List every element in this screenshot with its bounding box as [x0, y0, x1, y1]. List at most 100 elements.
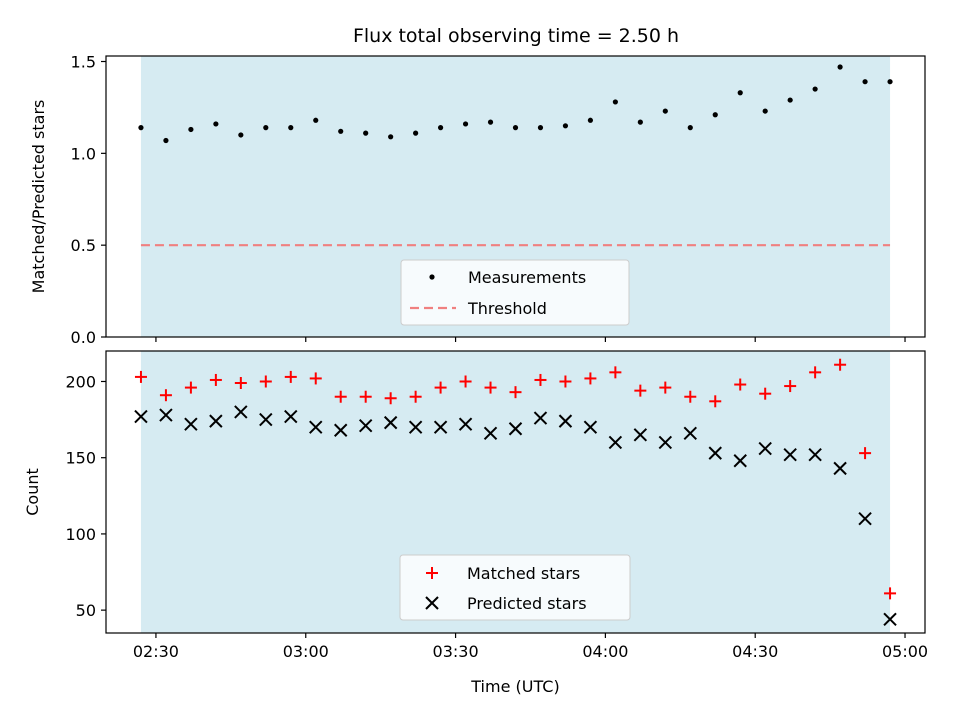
predicted-star-point: [184, 417, 198, 431]
legend-predicted-marker: [425, 596, 439, 610]
bottom-axes-frame: [105, 350, 926, 634]
matched-star-point: [559, 375, 572, 388]
measurement-point: [462, 121, 469, 127]
predicted-star-point: [408, 420, 423, 434]
predicted-star-point: [383, 415, 398, 430]
bottom-legend: Matched stars Predicted stars: [399, 554, 631, 621]
measurement-point: [437, 125, 444, 131]
matched-star-point: [809, 366, 822, 379]
predicted-star-point: [733, 454, 747, 468]
bottom-x-tick-label: 03:00: [283, 642, 329, 661]
predicted-star-point: [309, 420, 323, 434]
predicted-star-point: [358, 418, 373, 433]
predicted-star-point: [708, 446, 722, 460]
measurement-point: [737, 90, 743, 96]
matched-star-point: [259, 375, 272, 388]
measurement-point: [562, 123, 569, 129]
matched-star-point: [234, 377, 247, 390]
bottom-x-ticks: 02:30 03:00 03:30 04:00 04:30 05:00: [133, 633, 928, 661]
predicted-star-point: [284, 409, 298, 424]
measurement-point: [762, 108, 768, 114]
measurement-point: [313, 117, 319, 123]
predicted-star-point: [234, 405, 248, 419]
predicted-star-point: [783, 447, 797, 462]
measurement-point: [363, 130, 369, 136]
measurement-point: [837, 64, 843, 70]
predicted-star-point: [508, 422, 523, 436]
top-legend: Measurements Threshold: [400, 259, 630, 326]
measurement-point: [887, 79, 893, 85]
matched-star-point: [209, 373, 222, 386]
measurement-point: [612, 99, 618, 105]
matched-star-point: [709, 395, 722, 408]
predicted-star-point: [558, 414, 573, 428]
matched-star-point: [684, 390, 697, 403]
predicted-star-point: [483, 426, 498, 441]
legend-matched-label: Matched stars: [467, 564, 580, 583]
matched-star-point: [534, 373, 547, 386]
measurement-point: [213, 121, 219, 127]
predicted-star-point: [833, 461, 847, 476]
bottom-y-tick-label: 50: [76, 601, 96, 620]
matched-star-point: [334, 390, 347, 403]
matched-star-point: [159, 389, 172, 402]
matched-star-point: [309, 372, 322, 385]
bottom-y-tick-label: 150: [65, 449, 96, 468]
bottom-y-tick-label: 100: [65, 525, 96, 544]
matched-star-point: [359, 390, 372, 403]
matched-star-point: [609, 366, 622, 379]
measurement-point: [338, 128, 344, 134]
predicted-star-point: [808, 447, 822, 462]
matched-star-point: [584, 372, 597, 385]
measurement-point: [512, 125, 519, 131]
matched-star-point: [859, 447, 872, 460]
legend-matched-marker: [426, 567, 438, 579]
bottom-x-tick-label: 04:00: [582, 642, 628, 661]
predicted-star-point: [583, 420, 598, 434]
predicted-star-point: [433, 420, 448, 434]
top-y-tick-label: 0.5: [71, 236, 96, 255]
measurement-point: [263, 125, 269, 131]
bottom-x-tick-label: 05:00: [882, 642, 928, 661]
matched-star-point: [284, 370, 297, 383]
chart-title: Flux total observing time = 2.50 h: [353, 25, 679, 47]
predicted-star-point: [458, 417, 473, 431]
measurement-point: [188, 126, 194, 133]
measurement-point: [288, 125, 294, 131]
bottom-legend-box: [399, 554, 631, 621]
measurement-point: [637, 119, 643, 125]
matched-star-point: [184, 381, 197, 394]
predicted-star-point: [608, 435, 623, 450]
measurement-point: [687, 125, 693, 131]
measurement-point: [388, 134, 394, 140]
bottom-x-tick-label: 02:30: [133, 642, 179, 661]
bottom-y-tick-label: 200: [65, 372, 96, 391]
predicted-star-point: [259, 412, 273, 427]
matched-star-point: [759, 387, 772, 400]
matched-star-point: [634, 384, 647, 397]
matched-star-point: [734, 378, 747, 391]
top-x-ticks: [155, 337, 906, 342]
predicted-star-point: [633, 428, 648, 442]
measurement-points: [138, 64, 893, 144]
measurement-point: [238, 132, 244, 138]
predicted-star-point: [858, 511, 872, 526]
top-y-ticks: 0.0 0.5 1.0 1.5: [71, 53, 106, 347]
matched-star-point: [484, 381, 497, 394]
legend-measurements-label: Measurements: [468, 268, 586, 287]
matched-star-point: [384, 392, 397, 405]
top-y-tick-label: 0.0: [71, 328, 96, 347]
measurement-point: [662, 108, 668, 114]
predicted-star-point: [334, 423, 348, 437]
top-y-axis-label: Matched/Predicted stars: [29, 100, 48, 294]
top-y-tick-label: 1.0: [71, 144, 96, 163]
predicted-star-point: [134, 409, 148, 424]
measurement-point: [163, 137, 169, 144]
measurement-point: [712, 112, 718, 118]
count-points: [134, 358, 897, 626]
matched-star-point: [509, 386, 522, 399]
top-legend-box: [400, 259, 630, 326]
legend-predicted-label: Predicted stars: [467, 594, 587, 613]
predicted-star-point: [159, 408, 173, 422]
